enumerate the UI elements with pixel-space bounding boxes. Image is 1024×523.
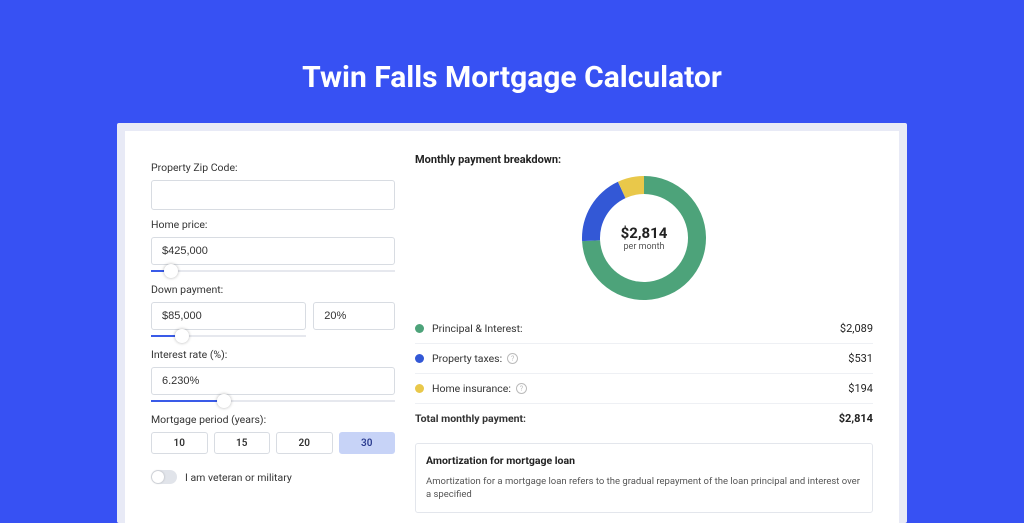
amortization-text: Amortization for a mortgage loan refers … [426, 475, 862, 502]
legend-swatch [415, 354, 424, 363]
amortization-box: Amortization for mortgage loan Amortizat… [415, 443, 873, 513]
breakdown-value: $194 [848, 382, 873, 395]
mortgage-period-row: 10 1520 30 [151, 432, 395, 454]
legend-swatch [415, 324, 424, 333]
help-icon[interactable]: ? [507, 353, 518, 364]
interest-rate-slider[interactable] [151, 397, 395, 405]
help-icon[interactable]: ? [516, 383, 527, 394]
calculator-panel: Property Zip Code: Home price: Down paym… [125, 131, 899, 523]
breakdown-row: Property taxes:? $531 [415, 343, 873, 373]
down-payment-slider-thumb[interactable] [175, 329, 189, 343]
down-payment-amount-input[interactable] [151, 302, 306, 330]
breakdown-row: Home insurance:? $194 [415, 373, 873, 403]
donut-sub: per month [621, 242, 668, 252]
donut-amount: $2,814 [621, 224, 668, 242]
breakdown-value: $531 [848, 352, 873, 365]
period-btn-30[interactable]: 30 [339, 432, 396, 454]
down-payment-pct-input[interactable] [313, 302, 395, 330]
breakdown-row: Principal & Interest: $2,089 [415, 314, 873, 343]
total-value: $2,814 [839, 412, 873, 425]
mortgage-period-label: Mortgage period (years): [151, 413, 395, 426]
down-payment-label: Down payment: [151, 283, 395, 296]
calculator-panel-wrap: Property Zip Code: Home price: Down paym… [117, 123, 907, 523]
zip-label: Property Zip Code: [151, 161, 395, 174]
period-btn-15[interactable]: 15 [214, 432, 271, 454]
inputs-column: Property Zip Code: Home price: Down paym… [151, 153, 395, 523]
legend-swatch [415, 384, 424, 393]
total-label: Total monthly payment: [415, 412, 526, 425]
veteran-label: I am veteran or military [185, 471, 292, 484]
page-title: Twin Falls Mortgage Calculator [302, 60, 722, 95]
interest-rate-label: Interest rate (%): [151, 348, 395, 361]
zip-input[interactable] [151, 180, 395, 210]
breakdown-total-row: Total monthly payment: $2,814 [415, 403, 873, 433]
home-price-slider-thumb[interactable] [164, 264, 178, 278]
breakdown-value: $2,089 [840, 322, 873, 335]
breakdown-label: Principal & Interest: [432, 322, 523, 335]
down-payment-slider[interactable] [151, 332, 306, 340]
interest-rate-slider-thumb[interactable] [217, 394, 231, 408]
period-btn-20[interactable]: 20 [276, 432, 333, 454]
interest-rate-input[interactable] [151, 367, 395, 395]
home-price-label: Home price: [151, 218, 395, 231]
veteran-toggle-knob [152, 471, 164, 483]
home-price-slider[interactable] [151, 267, 395, 275]
breakdown-label: Property taxes: [432, 352, 502, 365]
home-price-input[interactable] [151, 237, 395, 265]
veteran-toggle[interactable] [151, 470, 177, 484]
breakdown-title: Monthly payment breakdown: [415, 153, 873, 166]
amortization-title: Amortization for mortgage loan [426, 454, 862, 467]
donut-chart: $2,814 per month [415, 176, 873, 300]
period-btn-10[interactable]: 10 [151, 432, 208, 454]
breakdown-label: Home insurance: [432, 382, 511, 395]
breakdown-column: Monthly payment breakdown: $2,814 per mo… [415, 153, 873, 523]
